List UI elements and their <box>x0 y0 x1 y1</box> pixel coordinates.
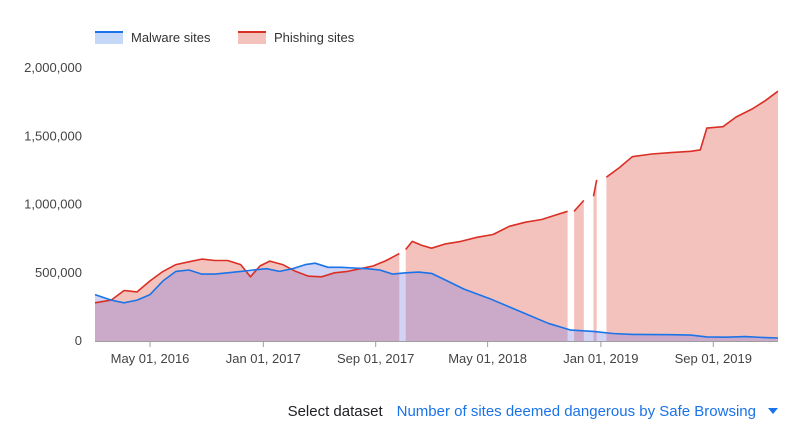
legend-label-malware-sites: Malware sites <box>131 30 211 45</box>
phishing-sites-line-1 <box>405 210 568 251</box>
y-tick-label: 0 <box>75 333 82 348</box>
malware-sites-line-0 <box>94 262 779 339</box>
y-tick-label: 1,500,000 <box>24 128 82 143</box>
malware-sites-area-0 <box>95 263 778 341</box>
dropdown-arrow-icon[interactable] <box>768 408 778 414</box>
phishing-sites-line-4 <box>605 90 779 178</box>
phishing-sites-line-2 <box>573 199 585 212</box>
phishing-sites-area-4 <box>606 91 778 341</box>
dataset-selector-bar: Select dataset Number of sites deemed da… <box>0 398 800 424</box>
select-dataset-label: Select dataset <box>287 402 383 420</box>
sites-area-chart: Malware sites Phishing sites 0 500,000 1,00… <box>24 30 779 366</box>
legend-swatch-malware-sites <box>95 32 123 44</box>
series-areas <box>95 91 778 341</box>
x-tick-label: Sep 01, 2017 <box>337 351 414 366</box>
dataset-dropdown-value[interactable]: Number of sites deemed dangerous by Safe… <box>396 402 756 420</box>
phishing-sites-line-0 <box>94 252 400 304</box>
x-tick-label: Sep 01, 2019 <box>675 351 752 366</box>
phishing-sites-area-2 <box>574 200 584 341</box>
phishing-sites-area-3 <box>593 179 597 341</box>
series-lines <box>94 90 779 339</box>
chart-axes: 0 500,000 1,000,000 1,500,000 2,000,000 May 0… <box>24 60 778 366</box>
chart-legend: Malware sites Phishing sites <box>95 30 355 45</box>
y-tick-label: 2,000,000 <box>24 60 82 75</box>
phishing-sites-area-1 <box>405 211 568 341</box>
x-tick-label: Jan 01, 2017 <box>226 351 301 366</box>
dataset-dropdown[interactable]: Number of sites deemed dangerous by Safe… <box>397 403 778 420</box>
x-tick-label: Jan 01, 2019 <box>563 351 638 366</box>
legend-label-phishing-sites: Phishing sites <box>274 30 355 45</box>
y-tick-label: 1,000,000 <box>24 197 82 212</box>
x-tick-label: May 01, 2018 <box>448 351 527 366</box>
y-tick-label: 500,000 <box>35 265 82 280</box>
legend-swatch-phishing-sites <box>238 32 266 44</box>
x-tick-label: May 01, 2016 <box>111 351 190 366</box>
phishing-sites-line-3 <box>592 179 598 197</box>
